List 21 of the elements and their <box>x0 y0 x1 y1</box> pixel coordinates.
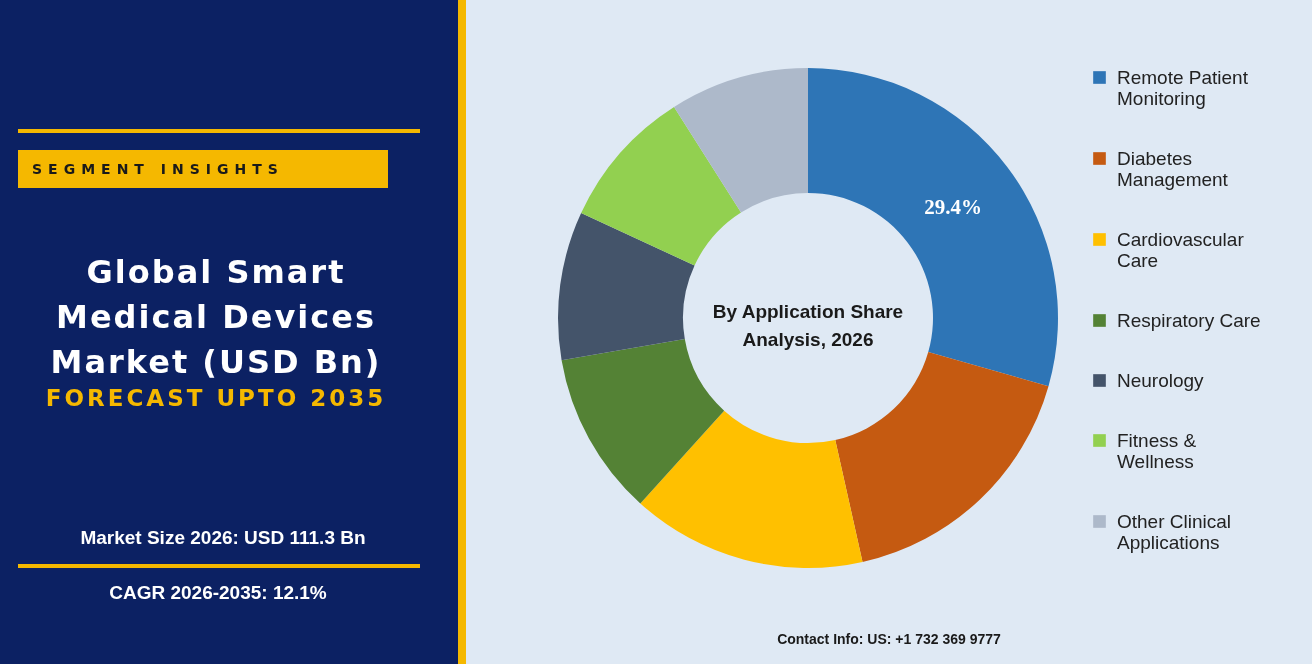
donut-slice <box>674 68 808 213</box>
donut-slice <box>561 339 725 504</box>
legend-label: Other Clinical Applications <box>1117 510 1232 553</box>
text: By Application Share Analysis, 2026 <box>711 300 905 352</box>
text: CAGR 2026-2035: 12.1% <box>108 582 328 604</box>
text: FORECAST UPTO 2035 <box>44 385 388 411</box>
donut-slice <box>581 106 742 266</box>
text: Market Size 2026: USD 111.3 Bn <box>79 527 367 549</box>
legend-label: Neurology <box>1117 369 1205 391</box>
legend-label: Cardiovascular Care <box>1117 228 1245 271</box>
legend-label: Fitness & Wellness <box>1117 429 1197 472</box>
text: SEGMENT INSIGHTS <box>18 150 388 188</box>
legend-label: Respiratory Care <box>1117 309 1261 331</box>
text: Global Smart Medical Devices Market (USD Bn) <box>49 252 383 383</box>
text: Contact Info: US: +1 732 369 9777 <box>776 631 1002 647</box>
legend-label: Diabetes Management <box>1117 147 1229 190</box>
donut-slice <box>558 212 695 361</box>
data-label: 29.4% <box>924 195 983 220</box>
legend-label: Remote Patient Monitoring <box>1117 66 1249 109</box>
donut-slice <box>640 410 863 568</box>
donut-slice <box>835 352 1049 562</box>
